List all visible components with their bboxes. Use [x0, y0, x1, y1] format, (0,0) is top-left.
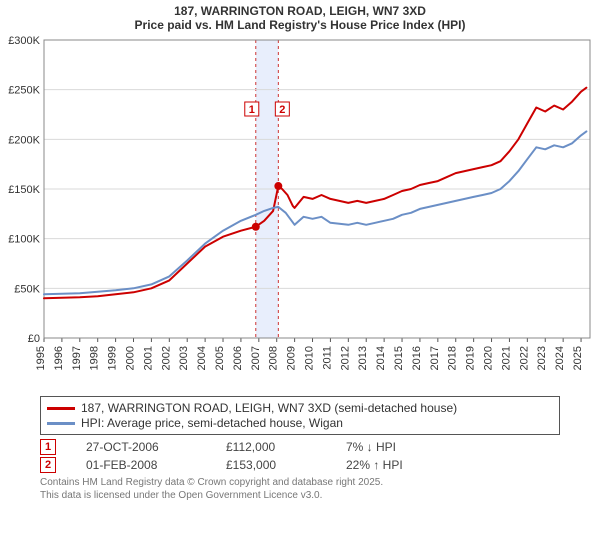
marker-badge: 1 [40, 439, 56, 455]
svg-text:2024: 2024 [554, 346, 566, 370]
legend-swatch-1 [47, 407, 75, 410]
svg-text:2019: 2019 [465, 346, 477, 370]
marker-date: 01-FEB-2008 [86, 458, 196, 472]
legend: 187, WARRINGTON ROAD, LEIGH, WN7 3XD (se… [40, 396, 560, 435]
marker-delta: 7% ↓ HPI [346, 440, 396, 454]
svg-text:£200K: £200K [8, 134, 40, 146]
svg-text:2021: 2021 [500, 346, 512, 370]
svg-text:2001: 2001 [142, 346, 154, 370]
svg-text:2: 2 [279, 104, 285, 116]
svg-text:2022: 2022 [518, 346, 530, 370]
footer-line-1: Contains HM Land Registry data © Crown c… [40, 477, 560, 490]
marker-details: 1 27-OCT-2006 £112,000 7% ↓ HPI 2 01-FEB-2008… [0, 439, 600, 473]
marker-row: 2 01-FEB-2008 £153,000 22% ↑ HPI [40, 457, 560, 473]
legend-label-1: 187, WARRINGTON ROAD, LEIGH, WN7 3XD (se… [81, 401, 457, 415]
svg-text:£50K: £50K [14, 283, 40, 295]
svg-text:2023: 2023 [536, 346, 548, 370]
svg-text:2013: 2013 [357, 346, 369, 370]
svg-text:2004: 2004 [196, 346, 208, 370]
svg-text:2009: 2009 [286, 346, 298, 370]
marker-badge: 2 [40, 457, 56, 473]
page-title: 187, WARRINGTON ROAD, LEIGH, WN7 3XD [0, 0, 600, 18]
page-subtitle: Price paid vs. HM Land Registry's House … [0, 18, 600, 34]
svg-text:2002: 2002 [160, 346, 172, 370]
svg-text:1999: 1999 [107, 346, 119, 370]
svg-text:2018: 2018 [447, 346, 459, 370]
svg-text:2000: 2000 [125, 346, 137, 370]
svg-text:2025: 2025 [572, 346, 584, 370]
svg-text:1995: 1995 [35, 346, 47, 370]
marker-price: £112,000 [226, 440, 316, 454]
svg-text:1998: 1998 [89, 346, 101, 370]
price-chart: £0 £50K £100K £150K £200K £250K £300K 1995 1996 1… [0, 34, 600, 394]
svg-text:1997: 1997 [71, 346, 83, 370]
svg-text:2020: 2020 [483, 346, 495, 370]
svg-text:£0: £0 [28, 333, 40, 345]
svg-text:2003: 2003 [178, 346, 190, 370]
svg-text:2006: 2006 [232, 346, 244, 370]
svg-text:2014: 2014 [375, 346, 387, 370]
svg-text:2011: 2011 [321, 346, 333, 370]
legend-row-2: HPI: Average price, semi-detached house,… [47, 416, 553, 430]
legend-swatch-2 [47, 422, 75, 425]
legend-label-2: HPI: Average price, semi-detached house,… [81, 416, 343, 430]
marker-price: £153,000 [226, 458, 316, 472]
svg-text:2012: 2012 [339, 346, 351, 370]
svg-text:£250K: £250K [8, 85, 40, 97]
marker-delta: 22% ↑ HPI [346, 458, 403, 472]
svg-text:£150K: £150K [8, 184, 40, 196]
svg-text:2015: 2015 [393, 346, 405, 370]
svg-text:2010: 2010 [304, 346, 316, 370]
svg-text:2005: 2005 [214, 346, 226, 370]
footer-line-2: This data is licensed under the Open Gov… [40, 490, 560, 503]
marker-date: 27-OCT-2006 [86, 440, 196, 454]
chart-svg: £0 £50K £100K £150K £200K £250K £300K 1995 1996 1… [0, 34, 600, 394]
legend-row-1: 187, WARRINGTON ROAD, LEIGH, WN7 3XD (se… [47, 401, 553, 415]
svg-text:2008: 2008 [268, 346, 280, 370]
marker-row: 1 27-OCT-2006 £112,000 7% ↓ HPI [40, 439, 560, 455]
svg-text:2007: 2007 [250, 346, 262, 370]
svg-text:£300K: £300K [8, 35, 40, 47]
svg-text:2017: 2017 [429, 346, 441, 370]
svg-text:2016: 2016 [411, 346, 423, 370]
footer: Contains HM Land Registry data © Crown c… [40, 477, 560, 502]
svg-text:1: 1 [249, 104, 255, 116]
svg-text:1996: 1996 [53, 346, 65, 370]
svg-text:£100K: £100K [8, 234, 40, 246]
